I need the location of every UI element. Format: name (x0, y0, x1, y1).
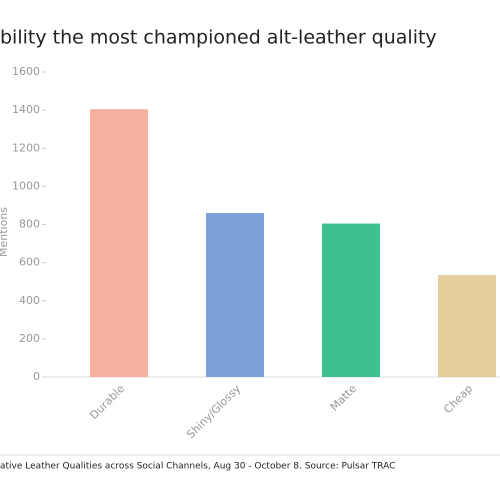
y-tick-label: 1600 (12, 65, 40, 78)
x-tick-label: Shiny/Glossy (184, 382, 243, 441)
y-tick-label: 1400 (12, 103, 40, 116)
x-tick-label: Cheap (441, 382, 475, 416)
y-tick-label: 800 (19, 218, 40, 231)
bar (322, 223, 380, 377)
bar (90, 109, 148, 377)
chart-title: bility the most championed alt-leather q… (0, 27, 437, 49)
x-tick-label: Matte (328, 382, 360, 414)
bar (206, 213, 264, 377)
bar (438, 275, 496, 377)
y-tick-label: 600 (19, 256, 40, 269)
y-axis-label: Mentions (0, 207, 10, 257)
y-tick-label: 200 (19, 332, 40, 345)
x-tick-label: Durable (87, 382, 127, 422)
y-tick-label: 1000 (12, 179, 40, 192)
y-tick-label: 1200 (12, 141, 40, 154)
source-note: ative Leather Qualities across Social Ch… (0, 462, 395, 472)
y-tick-label: 400 (19, 294, 40, 307)
y-tick-label: 0 (33, 370, 40, 383)
